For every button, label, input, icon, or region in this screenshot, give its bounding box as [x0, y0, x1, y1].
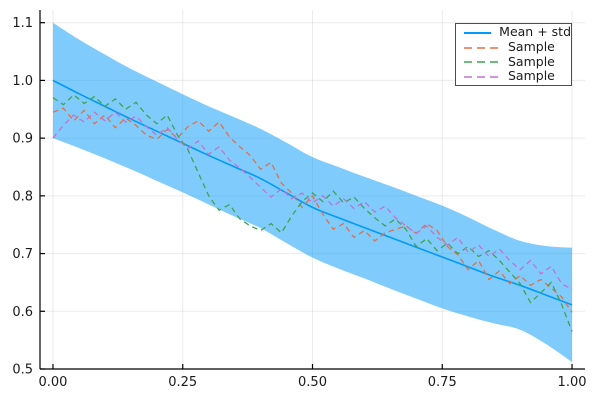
- legend-label-sample-2: Sample: [508, 53, 555, 69]
- sample-line-3: [52, 111, 573, 290]
- x-tick-label: 1.00: [558, 375, 587, 390]
- sample-line-1: [52, 107, 573, 313]
- legend-label-sample-3: Sample: [508, 68, 555, 84]
- x-tick-label: 0.25: [168, 375, 197, 390]
- y-tick-label: 1.0: [12, 74, 33, 89]
- y-tick-label: 0.6: [12, 305, 33, 320]
- legend-box: Mean + std Sample Sample Sample: [455, 23, 572, 86]
- legend-label-mean-std: Mean + std: [499, 24, 571, 40]
- legend-entry-sample-3: Sample: [462, 69, 571, 84]
- legend-entry-sample-1: Sample: [462, 40, 571, 55]
- legend-sample3-line-icon: [464, 76, 498, 78]
- y-tick-label: 1.1: [12, 16, 33, 31]
- x-tick-label: 0.00: [38, 375, 67, 390]
- x-tick-label: 0.50: [298, 375, 327, 390]
- legend-entry-mean-std: Mean + std: [462, 25, 571, 40]
- x-tick-label: 0.75: [428, 375, 457, 390]
- legend-entry-sample-2: Sample: [462, 55, 571, 70]
- y-tick-label: 0.8: [12, 189, 33, 204]
- y-tick-label: 0.5: [12, 363, 33, 378]
- legend-sample2-line-icon: [464, 61, 498, 64]
- legend-mean-line-icon: [464, 31, 492, 34]
- y-tick-label: 0.9: [12, 132, 33, 147]
- y-tick-label: 0.7: [12, 247, 33, 262]
- legend-label-sample-1: Sample: [508, 38, 555, 54]
- legend-sample1-line-icon: [464, 46, 498, 49]
